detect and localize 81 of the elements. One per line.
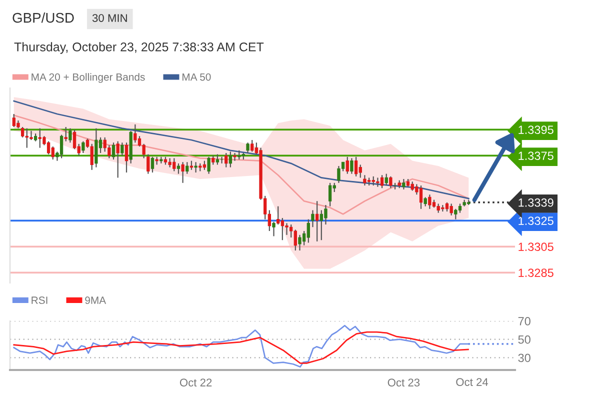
candlestick [233, 152, 236, 162]
legend-label: 9MA [85, 296, 106, 304]
candlestick [315, 200, 319, 242]
candlestick [124, 142, 128, 174]
candlestick [350, 158, 354, 174]
candlestick [272, 221, 276, 237]
candlestick [194, 162, 198, 174]
candlestick [64, 126, 68, 142]
y-tick-label: 70 [518, 317, 530, 326]
y-tick-label: 1.3339 [518, 198, 554, 207]
chart-subtitle: Thursday, October 23, 2025 7:38:33 AM CET [14, 42, 264, 54]
candlestick [389, 176, 392, 189]
candlestick [60, 134, 64, 159]
candlestick [358, 164, 362, 178]
chart-title: GBP/USD [12, 12, 74, 23]
candlestick [72, 129, 76, 150]
candlestick [294, 229, 297, 252]
candlestick [30, 130, 33, 141]
candlestick [424, 196, 427, 207]
candlestick [246, 142, 250, 154]
legend-label: MA 20 + Bollinger Bands [32, 73, 145, 83]
candlestick [228, 151, 232, 168]
candlestick [94, 128, 98, 168]
y-tick-label: 1.3305 [518, 242, 554, 251]
candlestick [450, 203, 453, 216]
candlestick [454, 208, 458, 220]
candlestick [285, 222, 288, 236]
candlestick [20, 126, 24, 138]
candlestick [311, 210, 314, 228]
candlestick [186, 162, 189, 174]
candlestick [250, 139, 254, 152]
candlestick [51, 146, 54, 160]
y-tick-label: 1.3375 [518, 152, 554, 160]
candlestick [458, 203, 462, 214]
candlestick [337, 165, 340, 184]
line-series [13, 331, 469, 364]
candlestick [112, 142, 116, 160]
legend-label: MA 50 [182, 73, 211, 81]
candlestick [207, 156, 210, 174]
candlestick [134, 124, 137, 144]
candlestick [90, 143, 94, 170]
candlestick [324, 204, 328, 226]
text: Oct 24 [456, 378, 488, 386]
candlestick [181, 162, 184, 184]
candlestick [402, 178, 406, 190]
candlestick [384, 173, 388, 186]
candlestick [216, 154, 220, 166]
text: 30 MIN [92, 14, 127, 22]
y-tick-label: 30 [518, 354, 530, 362]
candlestick [354, 156, 358, 177]
candlestick [68, 128, 72, 144]
candlestick [224, 152, 228, 168]
candlestick [346, 156, 349, 174]
candlestick [380, 174, 384, 189]
candlestick [150, 156, 154, 174]
line-series [13, 114, 470, 215]
candlestick [120, 142, 124, 156]
x-tick-label: Oct 23 [388, 378, 420, 386]
candlestick [376, 177, 380, 188]
x-tick-label: Oct 22 [180, 378, 212, 386]
candlestick [328, 182, 332, 207]
y-tick-label: 50 [518, 335, 530, 344]
candlestick [116, 140, 120, 178]
legend-label: RSI [32, 296, 48, 304]
candlestick [212, 155, 215, 166]
candlestick [428, 194, 432, 210]
candlestick [276, 206, 280, 226]
y-tick-label: 1.3395 [518, 126, 554, 134]
candlestick [82, 140, 85, 154]
candlestick [190, 160, 194, 170]
candlestick [306, 218, 310, 244]
candlestick [445, 202, 449, 212]
y-tick-label: 1.3325 [518, 216, 554, 225]
y-tick-label: 1.3285 [518, 268, 554, 277]
candlestick [298, 234, 302, 252]
candlestick [176, 162, 180, 174]
candlestick [46, 140, 50, 155]
candlestick [202, 160, 206, 170]
candlestick [146, 154, 150, 174]
candlestick [419, 184, 423, 210]
candlestick [363, 174, 366, 186]
